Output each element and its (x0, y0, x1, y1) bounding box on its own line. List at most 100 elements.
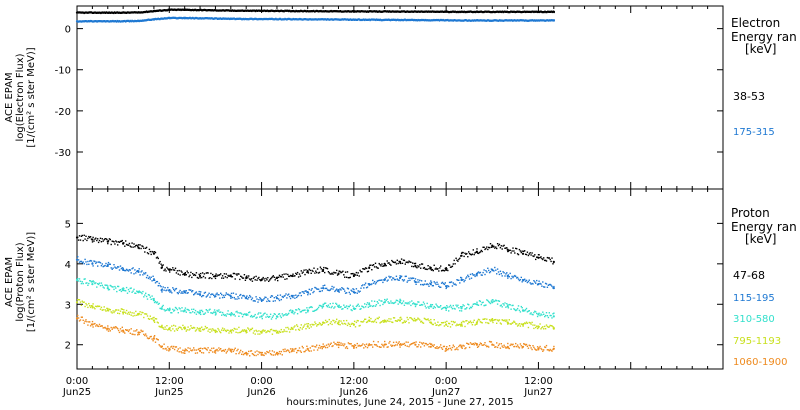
proton-point (549, 314, 551, 317)
electron-point (277, 9, 279, 12)
proton-point (294, 275, 296, 277)
electron-point (205, 17, 208, 20)
proton-point (315, 346, 317, 348)
proton-point (526, 345, 529, 347)
proton-point (392, 302, 394, 304)
proton-point (392, 302, 395, 305)
proton-point (463, 255, 465, 258)
proton-point (436, 304, 438, 307)
proton-point (316, 344, 318, 346)
proton-point (85, 261, 87, 263)
electron-point (228, 9, 230, 12)
proton-point (397, 342, 399, 344)
proton-point (501, 275, 503, 277)
proton-point (375, 321, 378, 324)
proton-point (459, 282, 461, 284)
electron-point (306, 18, 308, 21)
proton-point (311, 269, 313, 272)
electron-point (407, 10, 409, 13)
proton-point (495, 246, 497, 248)
proton-point (420, 283, 422, 286)
proton-data-point (198, 311, 202, 314)
proton-data-point (275, 331, 279, 334)
proton-point (510, 277, 512, 280)
electron-point (231, 17, 234, 20)
proton-point (295, 272, 297, 275)
proton-point (495, 346, 497, 348)
proton-point (504, 247, 506, 249)
electron-point (449, 10, 452, 13)
proton-point (79, 301, 82, 303)
proton-point (241, 295, 244, 297)
proton-point (198, 329, 200, 332)
electron-point (473, 10, 476, 13)
electron-data-point (229, 17, 232, 20)
proton-point (230, 314, 232, 317)
proton-point (147, 317, 150, 320)
electron-point (383, 18, 385, 22)
proton-point (372, 305, 375, 307)
proton-point (94, 322, 96, 325)
proton-point (129, 311, 131, 313)
proton-point (425, 318, 427, 321)
proton-point (191, 276, 193, 279)
electron-point (337, 10, 340, 13)
proton-point (261, 278, 263, 280)
proton-point (286, 330, 288, 333)
electron-point (81, 20, 83, 23)
electron-point (308, 10, 310, 13)
proton-point (266, 331, 268, 333)
proton-point (139, 311, 141, 313)
proton-point (448, 285, 450, 288)
proton-point (507, 307, 510, 309)
proton-point (373, 343, 376, 346)
proton-point (349, 325, 351, 327)
proton-data-point (537, 347, 540, 350)
proton-point (269, 331, 271, 333)
proton-point (142, 290, 144, 293)
electron-point (412, 19, 415, 22)
proton-point (380, 300, 382, 302)
proton-point (508, 347, 510, 350)
proton-point (351, 290, 353, 292)
proton-point (468, 251, 470, 253)
electron-point (455, 10, 457, 14)
electron-point (116, 11, 119, 14)
electron-point (469, 19, 471, 22)
electron-point (104, 11, 107, 14)
proton-point (300, 324, 302, 326)
electron-point (341, 18, 343, 21)
electron-point (310, 10, 312, 13)
proton-data-point (229, 313, 232, 316)
proton-point (475, 342, 477, 345)
proton-point (139, 331, 141, 334)
proton-point (165, 347, 167, 350)
electron-point (312, 18, 315, 21)
proton-point (101, 309, 103, 311)
proton-point (427, 306, 429, 308)
proton-point (173, 288, 175, 291)
proton-point (394, 344, 397, 346)
proton-point (443, 345, 446, 348)
electron-point (368, 10, 370, 13)
proton-data-point (245, 329, 248, 332)
electron-point (229, 9, 231, 12)
proton-point (202, 313, 205, 315)
proton-point (519, 311, 522, 313)
proton-data-point (368, 343, 371, 346)
proton-point (226, 293, 228, 296)
proton-point (319, 347, 322, 349)
proton-series-47-68 (75, 234, 555, 282)
proton-point (486, 271, 488, 273)
proton-point (89, 280, 92, 282)
proton-point (500, 343, 502, 345)
proton-point (269, 353, 272, 355)
proton-point (476, 323, 478, 325)
proton-point (494, 247, 496, 249)
proton-point (490, 246, 493, 248)
electron-point (497, 19, 499, 22)
electron-point (140, 11, 142, 14)
electron-point (516, 10, 518, 13)
proton-point (420, 320, 423, 322)
